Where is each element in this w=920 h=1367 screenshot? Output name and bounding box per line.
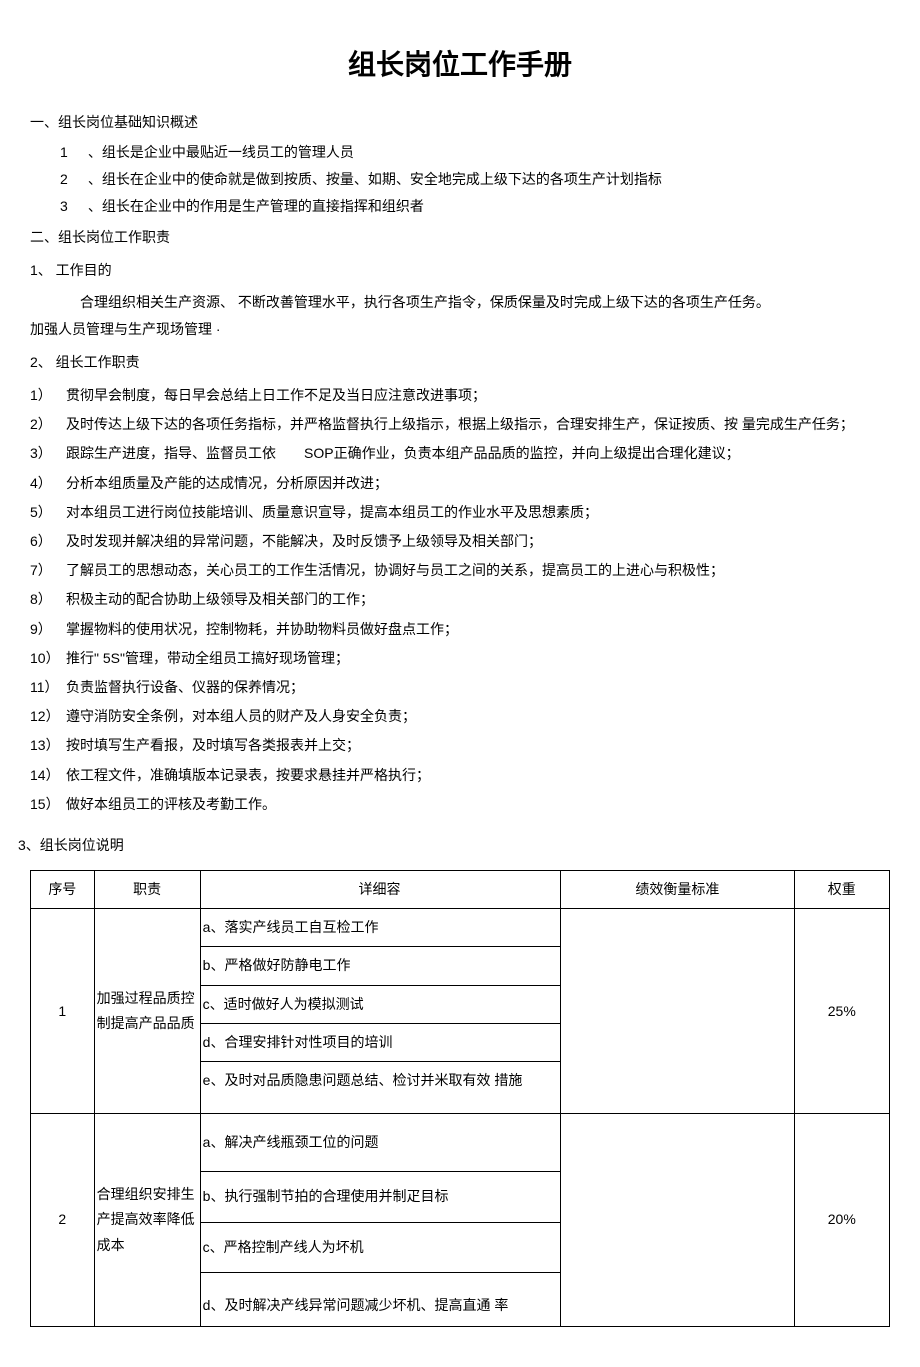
duty-num: 8） [30, 587, 66, 612]
cell-seq: 1 [31, 909, 95, 1114]
duty-text: 跟踪生产进度，指导、监督员工依 SOP正确作业，负责本组产品品质的监控，并向上级… [66, 445, 740, 461]
th-duty: 职责 [94, 871, 200, 909]
duty-num: 10） [30, 646, 66, 671]
cell-weight: 25% [794, 909, 889, 1114]
section1-item: 1 、组长是企业中最贴近一线员工的管理人员 [30, 140, 890, 165]
duty-text: 对本组员工进行岗位技能培训、质量意识宣导，提高本组员工的作业水平及思想素质； [66, 504, 598, 520]
duty-item: 7）了解员工的思想动态，关心员工的工作生活情况，协调好与员工之间的关系，提高员工… [30, 558, 890, 583]
duty-item: 11）负责监督执行设备、仪器的保养情况； [30, 675, 890, 700]
th-weight: 权重 [794, 871, 889, 909]
section1-item: 2 、组长在企业中的使命就是做到按质、按量、如期、安全地完成上级下达的各项生产计… [30, 167, 890, 192]
duty-num: 6） [30, 529, 66, 554]
cell-duty: 合理组织安排生产提高效率降低成本 [94, 1114, 200, 1327]
section2-sub1-para: 合理组织相关生产资源、 不断改善管理水平，执行各项生产指令，保质保量及时完成上级… [30, 290, 890, 315]
duty-text: 贯彻早会制度，每日早会总结上日工作不足及当日应注意改进事项； [66, 387, 486, 403]
duty-item: 15）做好本组员工的评核及考勤工作。 [30, 792, 890, 817]
section3-heading: 3、组长岗位说明 [18, 833, 890, 858]
th-detail: 详细容 [200, 871, 561, 909]
item-num: 3 [60, 194, 84, 219]
duty-item: 12）遵守消防安全条例，对本组人员的财产及人身安全负责； [30, 704, 890, 729]
item-text: 、组长在企业中的使命就是做到按质、按量、如期、安全地完成上级下达的各项生产计划指… [88, 171, 662, 187]
duty-item: 14）依工程文件，准确填版本记录表，按要求悬挂并严格执行； [30, 763, 890, 788]
cell-standard [561, 1114, 794, 1327]
duty-text: 掌握物料的使用状况，控制物耗，并协助物料员做好盘点工作； [66, 621, 458, 637]
duty-text: 了解员工的思想动态，关心员工的工作生活情况，协调好与员工之间的关系，提高员工的上… [66, 562, 724, 578]
duty-num: 3） [30, 441, 66, 466]
duty-text: 推行" 5S"管理，带动全组员工搞好现场管理； [66, 650, 349, 666]
duty-text: 负责监督执行设备、仪器的保养情况； [66, 679, 304, 695]
cell-detail: e、及时对品质隐患问题总结、检讨并米取有效 措施 [200, 1062, 561, 1114]
section2-sub2-heading: 2、 组长工作职责 [30, 350, 890, 375]
table-header-row: 序号 职责 详细容 绩效衡量标准 权重 [31, 871, 890, 909]
cell-detail: d、合理安排针对性项目的培训 [200, 1023, 561, 1061]
item-num: 1 [60, 140, 84, 165]
cell-detail: b、执行强制节拍的合理使用并制疋目标 [200, 1172, 561, 1222]
item-num: 2 [60, 167, 84, 192]
cell-duty: 加强过程品质控制提高产品品质 [94, 909, 200, 1114]
item-text: 、组长是企业中最贴近一线员工的管理人员 [88, 144, 354, 160]
table-row: 1 加强过程品质控制提高产品品质 a、落实产线员工自互检工作 25% [31, 909, 890, 947]
cell-detail: a、落实产线员工自互检工作 [200, 909, 561, 947]
duty-text: 遵守消防安全条例，对本组人员的财产及人身安全负责； [66, 708, 416, 724]
duty-num: 13） [30, 733, 66, 758]
table-row: 2 合理组织安排生产提高效率降低成本 a、解决产线瓶颈工位的问题 20% [31, 1114, 890, 1172]
th-standard: 绩效衡量标准 [561, 871, 794, 909]
section2-sub1-heading: 1、 工作目的 [30, 258, 890, 283]
duty-num: 7） [30, 558, 66, 583]
duty-item: 1）贯彻早会制度，每日早会总结上日工作不足及当日应注意改进事项； [30, 383, 890, 408]
duty-num: 4） [30, 471, 66, 496]
duty-text: 及时传达上级下达的各项任务指标，并严格监督执行上级指示，根据上级指示，合理安排生… [66, 416, 854, 432]
page-title: 组长岗位工作手册 [30, 40, 890, 90]
cell-detail: b、严格做好防静电工作 [200, 947, 561, 985]
cell-detail: c、适时做好人为模拟测试 [200, 985, 561, 1023]
duty-num: 5） [30, 500, 66, 525]
duty-item: 9）掌握物料的使用状况，控制物耗，并协助物料员做好盘点工作； [30, 617, 890, 642]
duty-num: 12） [30, 704, 66, 729]
section1-item: 3 、组长在企业中的作用是生产管理的直接指挥和组织者 [30, 194, 890, 219]
duty-num: 15） [30, 792, 66, 817]
section1-heading: 一、组长岗位基础知识概述 [30, 110, 890, 135]
duty-text: 及时发现并解决组的异常问题，不能解决，及时反馈予上级领导及相关部门； [66, 533, 542, 549]
duty-text: 积极主动的配合协助上级领导及相关部门的工作； [66, 591, 374, 607]
duty-item: 8）积极主动的配合协助上级领导及相关部门的工作； [30, 587, 890, 612]
section2-sub1-para2: 加强人员管理与生产现场管理 · [30, 317, 890, 342]
duty-item: 5）对本组员工进行岗位技能培训、质量意识宣导，提高本组员工的作业水平及思想素质； [30, 500, 890, 525]
duty-num: 14） [30, 763, 66, 788]
duty-text: 做好本组员工的评核及考勤工作。 [66, 796, 276, 812]
duty-item: 3）跟踪生产进度，指导、监督员工依 SOP正确作业，负责本组产品品质的监控，并向… [30, 441, 890, 466]
duty-text: 依工程文件，准确填版本记录表，按要求悬挂并严格执行； [66, 767, 430, 783]
th-seq: 序号 [31, 871, 95, 909]
duty-num: 2） [30, 412, 66, 437]
cell-detail: c、严格控制产线人为坏机 [200, 1222, 561, 1272]
duty-item: 4）分析本组质量及产能的达成情况，分析原因并改进； [30, 471, 890, 496]
cell-weight: 20% [794, 1114, 889, 1327]
duty-num: 1） [30, 383, 66, 408]
cell-detail: d、及时解决产线异常问题减少坏机、提高直通 率 [200, 1272, 561, 1326]
duty-item: 13）按时填写生产看报，及时填写各类报表并上交； [30, 733, 890, 758]
duty-text: 分析本组质量及产能的达成情况，分析原因并改进； [66, 475, 388, 491]
duty-table: 序号 职责 详细容 绩效衡量标准 权重 1 加强过程品质控制提高产品品质 a、落… [30, 870, 890, 1327]
duty-text: 按时填写生产看报，及时填写各类报表并上交； [66, 737, 360, 753]
duty-item: 2）及时传达上级下达的各项任务指标，并严格监督执行上级指示，根据上级指示，合理安… [30, 412, 890, 437]
cell-detail: a、解决产线瓶颈工位的问题 [200, 1114, 561, 1172]
item-text: 、组长在企业中的作用是生产管理的直接指挥和组织者 [88, 198, 424, 214]
cell-standard [561, 909, 794, 1114]
duty-num: 9） [30, 617, 66, 642]
duty-item: 6）及时发现并解决组的异常问题，不能解决，及时反馈予上级领导及相关部门； [30, 529, 890, 554]
duty-num: 11） [30, 675, 66, 700]
duty-list: 1）贯彻早会制度，每日早会总结上日工作不足及当日应注意改进事项； 2）及时传达上… [30, 383, 890, 817]
cell-seq: 2 [31, 1114, 95, 1327]
duty-item: 10）推行" 5S"管理，带动全组员工搞好现场管理； [30, 646, 890, 671]
section2-heading: 二、组长岗位工作职责 [30, 225, 890, 250]
